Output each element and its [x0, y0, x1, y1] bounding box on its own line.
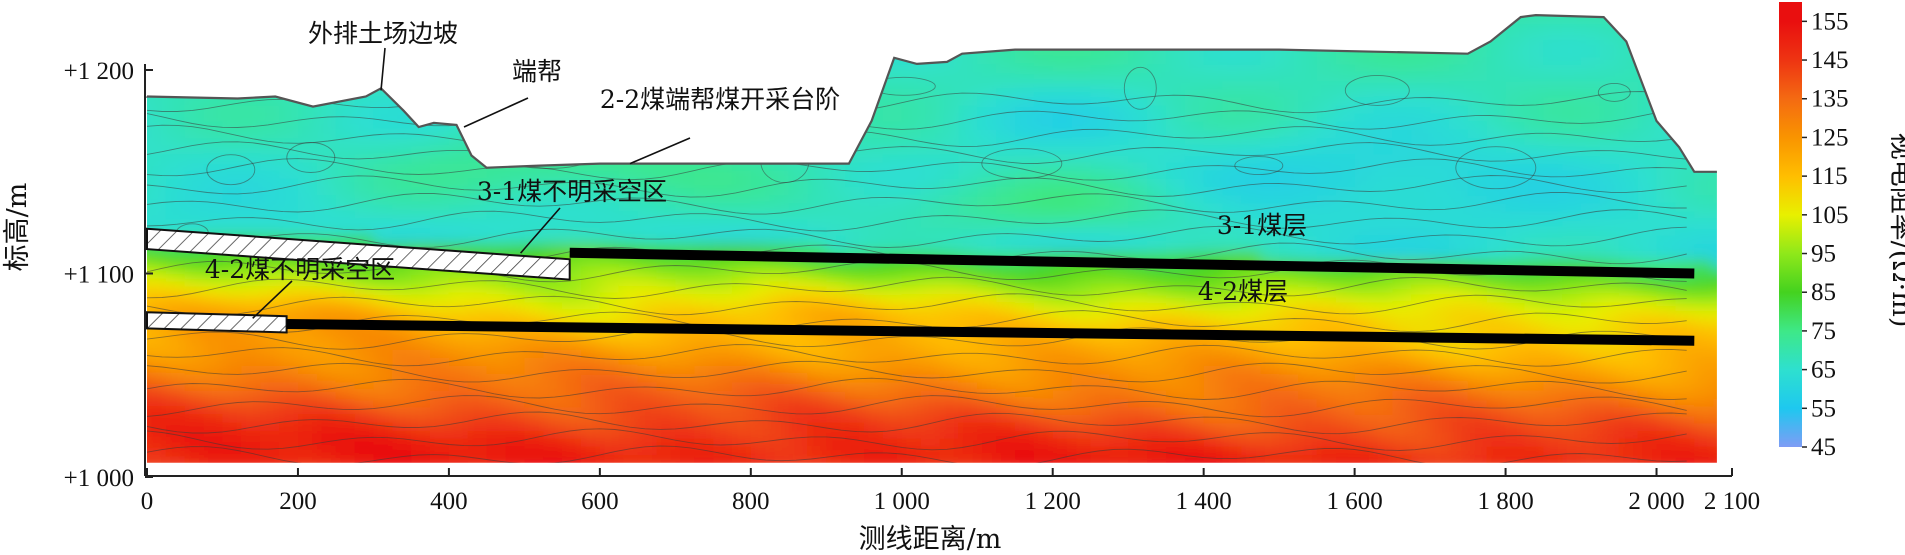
x-tick-label: 1 000	[874, 488, 930, 515]
coal-seams	[286, 247, 1695, 346]
annotation-label: 外排土场边坡	[308, 19, 458, 48]
colorbar-title: 视电阻率/(Ω·m)	[1886, 133, 1905, 328]
annotation-label: 端帮	[512, 57, 562, 86]
colorbar-tick-label: 155	[1811, 8, 1849, 35]
y-axis-title: 标高/m	[2, 183, 33, 272]
annotation-label: 2-2煤端帮煤开采台阶	[600, 85, 840, 114]
colorbar-tick-label: 105	[1811, 202, 1849, 229]
annotation-label: 3-1煤层	[1217, 211, 1307, 240]
x-tick-label: 1 400	[1176, 488, 1232, 515]
surface-profile-line	[145, 13, 1717, 173]
y-tick-label: +1 100	[64, 262, 134, 289]
x-tick-label: 1 200	[1025, 488, 1081, 515]
colorbar-tick-label: 65	[1811, 357, 1836, 384]
x-tick-label: 400	[430, 488, 468, 515]
annotation-leader-line	[380, 47, 386, 91]
x-axis-title: 测线距离/m	[859, 524, 1002, 555]
x-tick-label: 2 000	[1628, 488, 1684, 515]
x-tick-label: 600	[581, 488, 619, 515]
axes: 0 200 400 600 800 1 000 1 200 1 400 1 600 1 800 2 …	[2, 58, 1760, 555]
annotation-leader-line	[629, 137, 691, 165]
colorbar-tick-label: 75	[1811, 318, 1836, 345]
x-tick-label: 2 100	[1704, 488, 1760, 515]
x-axis-ticks: 0 200 400 600 800 1 000 1 200 1 400 1 600 1 800 2 …	[141, 468, 1760, 515]
colorbar-tick-label: 85	[1811, 279, 1836, 306]
colorbar-gradient	[1779, 2, 1802, 447]
resistivity-field	[147, 15, 1717, 463]
colorbar-tick-label: 135	[1811, 86, 1849, 113]
coal-seam-line-2	[286, 319, 1695, 346]
colorbar-tick-label: 115	[1811, 163, 1848, 190]
goaf-zone-2	[146, 311, 288, 334]
colorbar-tick-label: 145	[1811, 47, 1849, 74]
annotation-leader-line	[252, 280, 293, 319]
annotation-leader-line	[519, 207, 561, 254]
y-axis-ticks: +1 000 +1 100 +1 200	[64, 58, 153, 492]
colorbar: 45 55 65 75 85 95 105 115 125 135 145 155 视电阻率/(Ω·m…	[1779, 2, 1905, 461]
y-tick-label: +1 000	[64, 465, 134, 492]
colorbar-tick-label: 55	[1811, 395, 1836, 422]
colorbar-tick-label: 125	[1811, 124, 1849, 151]
contour-lines	[147, 60, 1687, 463]
x-tick-label: 1 800	[1477, 488, 1533, 515]
x-tick-label: 200	[279, 488, 317, 515]
x-tick-label: 800	[732, 488, 770, 515]
coal-seam-line-1	[569, 247, 1695, 279]
annotation-label: 4-2煤层	[1198, 277, 1288, 306]
goaf-zones	[146, 227, 571, 334]
colorbar-tick-label: 95	[1811, 241, 1836, 268]
annotation-label: 4-2煤不明采空区	[205, 255, 395, 284]
annotation-leader-line	[463, 97, 529, 128]
x-tick-label: 1 600	[1326, 488, 1382, 515]
colorbar-ticks: 45 55 65 75 85 95 105 115 125 135 145 155	[1802, 8, 1849, 461]
y-tick-label: +1 200	[64, 58, 134, 85]
goaf-zone-1	[146, 227, 571, 281]
annotation-label: 3-1煤不明采空区	[477, 177, 667, 206]
x-tick-label: 0	[141, 488, 154, 515]
colorbar-tick-label: 45	[1811, 434, 1836, 461]
